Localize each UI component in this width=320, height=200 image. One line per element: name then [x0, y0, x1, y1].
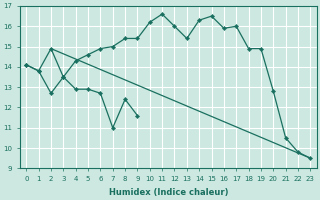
X-axis label: Humidex (Indice chaleur): Humidex (Indice chaleur) — [108, 188, 228, 197]
